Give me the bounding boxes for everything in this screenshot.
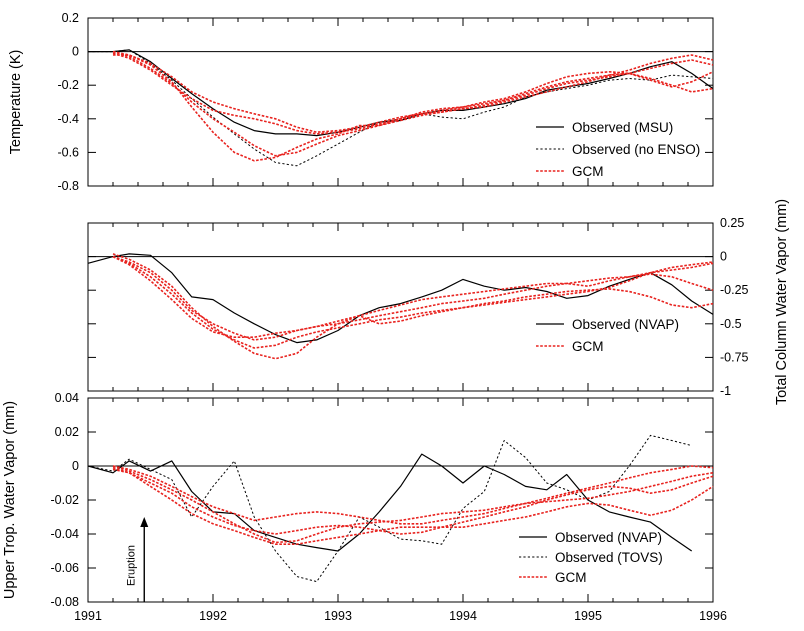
y-tick-label: 0 (72, 45, 79, 59)
y-tick-label: -0.25 (720, 283, 749, 297)
y-axis-label: Upper Trop. Water Vapor (mm) (2, 401, 18, 599)
legend-label: GCM (572, 339, 604, 354)
x-tick-label: 1991 (74, 609, 102, 623)
series-line-total-column-1 (112, 253, 714, 360)
legend-label: Observed (MSU) (572, 120, 673, 135)
y-tick-label: 0.04 (55, 391, 79, 405)
y-tick-label: 0.2 (62, 11, 79, 25)
x-tick-label: 1995 (574, 609, 602, 623)
y-tick-label: -0.75 (720, 350, 749, 364)
series-line-total-column-0 (87, 253, 714, 344)
series-line-temperature-2 (113, 54, 714, 162)
y-axis-label: Temperature (K) (8, 50, 24, 155)
plot-frame-temperature (87, 17, 714, 187)
legend-label: Observed (NVAP) (572, 317, 679, 332)
series-line-total-column-4 (112, 255, 714, 339)
series-line-upper-trop-0 (87, 453, 693, 552)
plot-frame-total-column (87, 222, 714, 392)
series-line-upper-trop-4 (112, 465, 714, 544)
series-line-upper-trop-3 (112, 468, 714, 535)
y-tick-label: -0.8 (57, 179, 79, 193)
legend-label: Observed (NVAP) (555, 530, 662, 545)
y-tick-label: -0.06 (51, 561, 80, 575)
legend-label: GCM (555, 570, 587, 585)
legend-label: GCM (572, 164, 604, 179)
y-tick-label: -0.2 (57, 78, 79, 92)
y-tick-label: 0 (72, 459, 79, 473)
series-line-temperature-5 (112, 52, 714, 135)
y-tick-label: -0.08 (51, 595, 80, 609)
series-line-upper-trop-5 (112, 466, 714, 546)
series-line-temperature-3 (112, 50, 714, 157)
y-tick-label: 0.02 (55, 425, 79, 439)
y-tick-label: 0 (720, 250, 727, 264)
y-axis-label: Total Column Water Vapor (mm) (774, 199, 790, 405)
y-tick-label: -0.02 (51, 493, 80, 507)
x-tick-label: 1992 (199, 609, 227, 623)
series-line-total-column-2 (112, 255, 714, 341)
series-line-upper-trop-1 (87, 434, 692, 583)
x-tick-label: 1994 (449, 609, 477, 623)
eruption-label: Eruption (125, 545, 137, 586)
eruption-arrow-head (140, 517, 149, 527)
series-line-temperature-4 (112, 50, 714, 133)
panel-total-column: 0.25 0 -0.25 -0.5 -0.75 -1 Total Column Water … (87, 199, 790, 405)
series-line-total-column-3 (112, 255, 714, 349)
y-tick-label: -0.04 (51, 527, 80, 541)
x-tick-label: 1993 (324, 609, 352, 623)
y-tick-label: -0.5 (720, 317, 742, 331)
y-tick-label: 0.25 (720, 216, 744, 230)
x-tick-label: 1996 (699, 609, 727, 623)
panel-temperature: 0.2 0 -0.2 -0.4 -0.6 -0.8 Temperature (K) Obser… (8, 11, 714, 193)
y-tick-label: -1 (720, 384, 731, 398)
y-tick-label: -0.6 (57, 145, 79, 159)
y-tick-label: -0.4 (57, 112, 79, 126)
legend-label: Observed (no ENSO) (572, 142, 700, 157)
legend-label: Observed (TOVS) (555, 550, 663, 565)
